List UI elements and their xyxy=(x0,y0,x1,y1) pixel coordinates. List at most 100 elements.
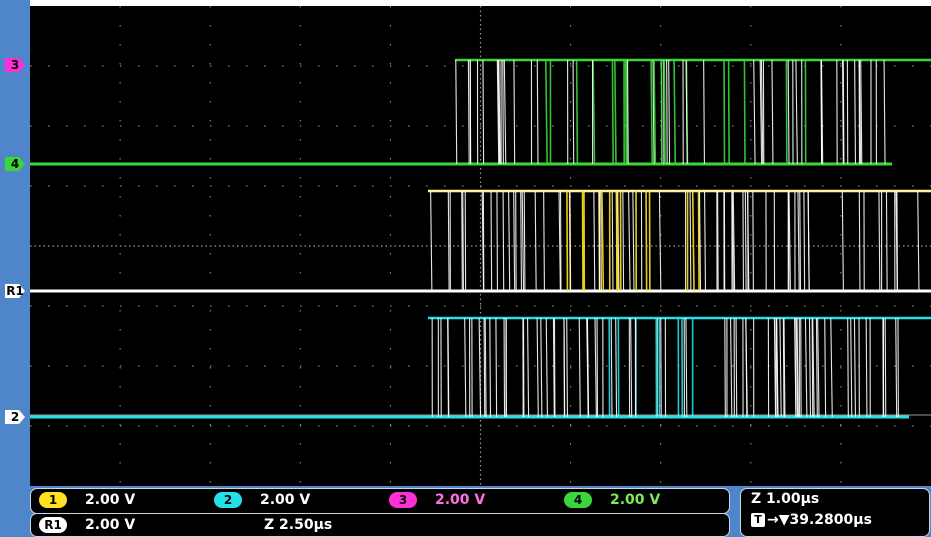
channel-4-trace-edge xyxy=(498,59,501,165)
channel-2-trace-edge xyxy=(812,317,815,418)
channel-2-trace-edge xyxy=(483,317,486,418)
channel-4-trace-edge xyxy=(673,59,677,165)
trigger-icon: T xyxy=(751,513,765,527)
channel-2-trace-edge xyxy=(495,317,498,418)
channel-2-marker[interactable]: 2 xyxy=(4,409,26,425)
reference-r1-marker[interactable]: R1 xyxy=(5,284,25,298)
reference-r1-trace-edge xyxy=(622,190,625,292)
channel-4-marker[interactable]: 4 xyxy=(4,156,26,172)
channel-2-trace-edge xyxy=(815,317,818,418)
channel-4-trace-edge xyxy=(592,59,596,165)
channel-2-trace-edge xyxy=(776,317,779,418)
channel-4-trace-edge xyxy=(771,59,774,165)
channel-2-trace-edge xyxy=(545,317,548,418)
reference-r1-trace-edge xyxy=(490,190,493,292)
channel-4-trace-edge xyxy=(625,59,628,165)
reference-r1-trace-edge xyxy=(858,190,861,292)
channel-4-badge: 4 xyxy=(564,492,592,508)
reference-r1-trace-edge xyxy=(632,190,635,292)
reference-r1-trace-edge xyxy=(788,190,791,292)
reference-r1-trace-edge xyxy=(593,190,596,292)
channel-2-trace-edge xyxy=(610,317,613,418)
channel-4-trace-edge xyxy=(502,59,504,165)
reference-r1-trace-edge xyxy=(732,190,736,292)
channel-2-trace-edge xyxy=(464,317,467,418)
channel-4-trace-edge xyxy=(575,59,579,165)
channel-4-scale[interactable]: 4 2.00 V xyxy=(564,489,660,511)
reference-r1-trace-edge xyxy=(698,190,702,292)
reference-r1-scale[interactable]: R1 2.00 V xyxy=(39,514,135,536)
channel-4-trace-edge xyxy=(611,59,614,165)
reference-r1-trace-edge xyxy=(799,190,802,292)
channel-4-trace-edge xyxy=(666,59,668,165)
reference-r1-trace-edge xyxy=(520,190,523,292)
reference-r1-trace-edge xyxy=(689,190,692,292)
channel-2-trace-edge xyxy=(566,317,568,418)
reference-r1-trace-edge xyxy=(752,190,754,292)
channel-2-trace-edge xyxy=(563,317,566,418)
reference-r1-trace-edge xyxy=(917,190,920,292)
channel-2-trace-edge xyxy=(685,317,688,418)
reference-r1-trace-edge xyxy=(523,190,526,292)
reference-r1-trace-edge xyxy=(803,190,806,292)
timebase-readout[interactable]: Z 1.00µs T →▼39.2800µs xyxy=(740,488,930,537)
channel-4-trace-edge xyxy=(544,59,548,165)
reference-r1-trace-edge xyxy=(462,190,464,292)
channel-4-trace-edge xyxy=(753,59,756,165)
left-marker-rail xyxy=(0,0,30,486)
channel-2-trace-edge xyxy=(850,317,853,418)
channel-3-marker[interactable]: 3 xyxy=(4,57,26,73)
channel-4-trace-edge xyxy=(497,59,501,165)
channel-2-trace-edge xyxy=(630,317,633,418)
trigger-position-value: →▼39.2800µs xyxy=(767,512,872,528)
waveform-traces xyxy=(30,58,931,419)
reference-r1-trace-edge xyxy=(658,190,662,292)
channel-2-trace-edge xyxy=(527,317,530,418)
channel-2-trace-edge xyxy=(830,317,833,418)
channel-2-trace-edge xyxy=(853,317,856,418)
reference-r1-trace-edge xyxy=(461,190,463,292)
reference-r1-badge: R1 xyxy=(39,517,67,533)
reference-r1-trace-edge xyxy=(731,190,734,292)
reference-r1-trace-edge xyxy=(704,190,707,292)
reference-r1-trace-edge xyxy=(611,190,614,292)
reference-r1-trace-edge xyxy=(447,190,450,292)
channel-3-scale[interactable]: 3 2.00 V xyxy=(389,489,485,511)
reference-r1-trace-edge xyxy=(717,190,719,292)
reference-r1-trace-edge xyxy=(885,190,888,292)
channel-2-trace-edge xyxy=(484,317,487,418)
channel-3-volts: 2.00 V xyxy=(435,492,486,508)
channel-2-trace-edge xyxy=(895,317,898,418)
channel-2-trace-edge xyxy=(795,317,799,418)
channel-2-trace-edge xyxy=(884,317,887,418)
channel-2-trace-edge xyxy=(804,317,808,418)
channel-4-trace-edge xyxy=(668,59,671,165)
reference-r1-volts: 2.00 V xyxy=(85,517,136,533)
reference-readout[interactable]: R1 2.00 V Z 2.50µs xyxy=(30,513,730,537)
channel-1-scale[interactable]: 1 2.00 V xyxy=(39,489,135,511)
channel-2-trace-edge xyxy=(478,317,482,418)
reference-r1-trace-edge xyxy=(508,190,511,292)
reference-r1-trace-edge xyxy=(617,190,620,292)
channel-2-volts: 2.00 V xyxy=(260,492,311,508)
channel-4-trace-edge xyxy=(467,59,470,165)
channel-2-trace-edge xyxy=(730,317,733,418)
waveform-display[interactable] xyxy=(30,6,931,486)
channel-2-trace-edge xyxy=(811,317,814,418)
channel-2-trace-edge xyxy=(578,317,581,418)
channel-2-trace-edge xyxy=(808,317,812,418)
channel-2-trace-edge xyxy=(735,317,738,418)
channel-4-trace-edge xyxy=(883,59,886,165)
channel-4-trace-edge xyxy=(858,59,862,165)
reference-r1-trace-edge xyxy=(430,190,433,292)
reference-r1-trace-edge xyxy=(521,190,525,292)
channel-1-volts: 2.00 V xyxy=(85,492,136,508)
reference-r1-trace-edge xyxy=(543,190,545,292)
reference-r1-trace-edge xyxy=(841,190,844,292)
channel-4-trace-edge xyxy=(496,59,500,165)
channel-4-trace-edge xyxy=(787,59,790,165)
channel-scale-readout[interactable]: 1 2.00 V 2 2.00 V 3 2.00 V 4 2.00 V xyxy=(30,488,730,514)
channel-2-trace-edge xyxy=(540,317,543,418)
channel-2-scale[interactable]: 2 2.00 V xyxy=(214,489,310,511)
